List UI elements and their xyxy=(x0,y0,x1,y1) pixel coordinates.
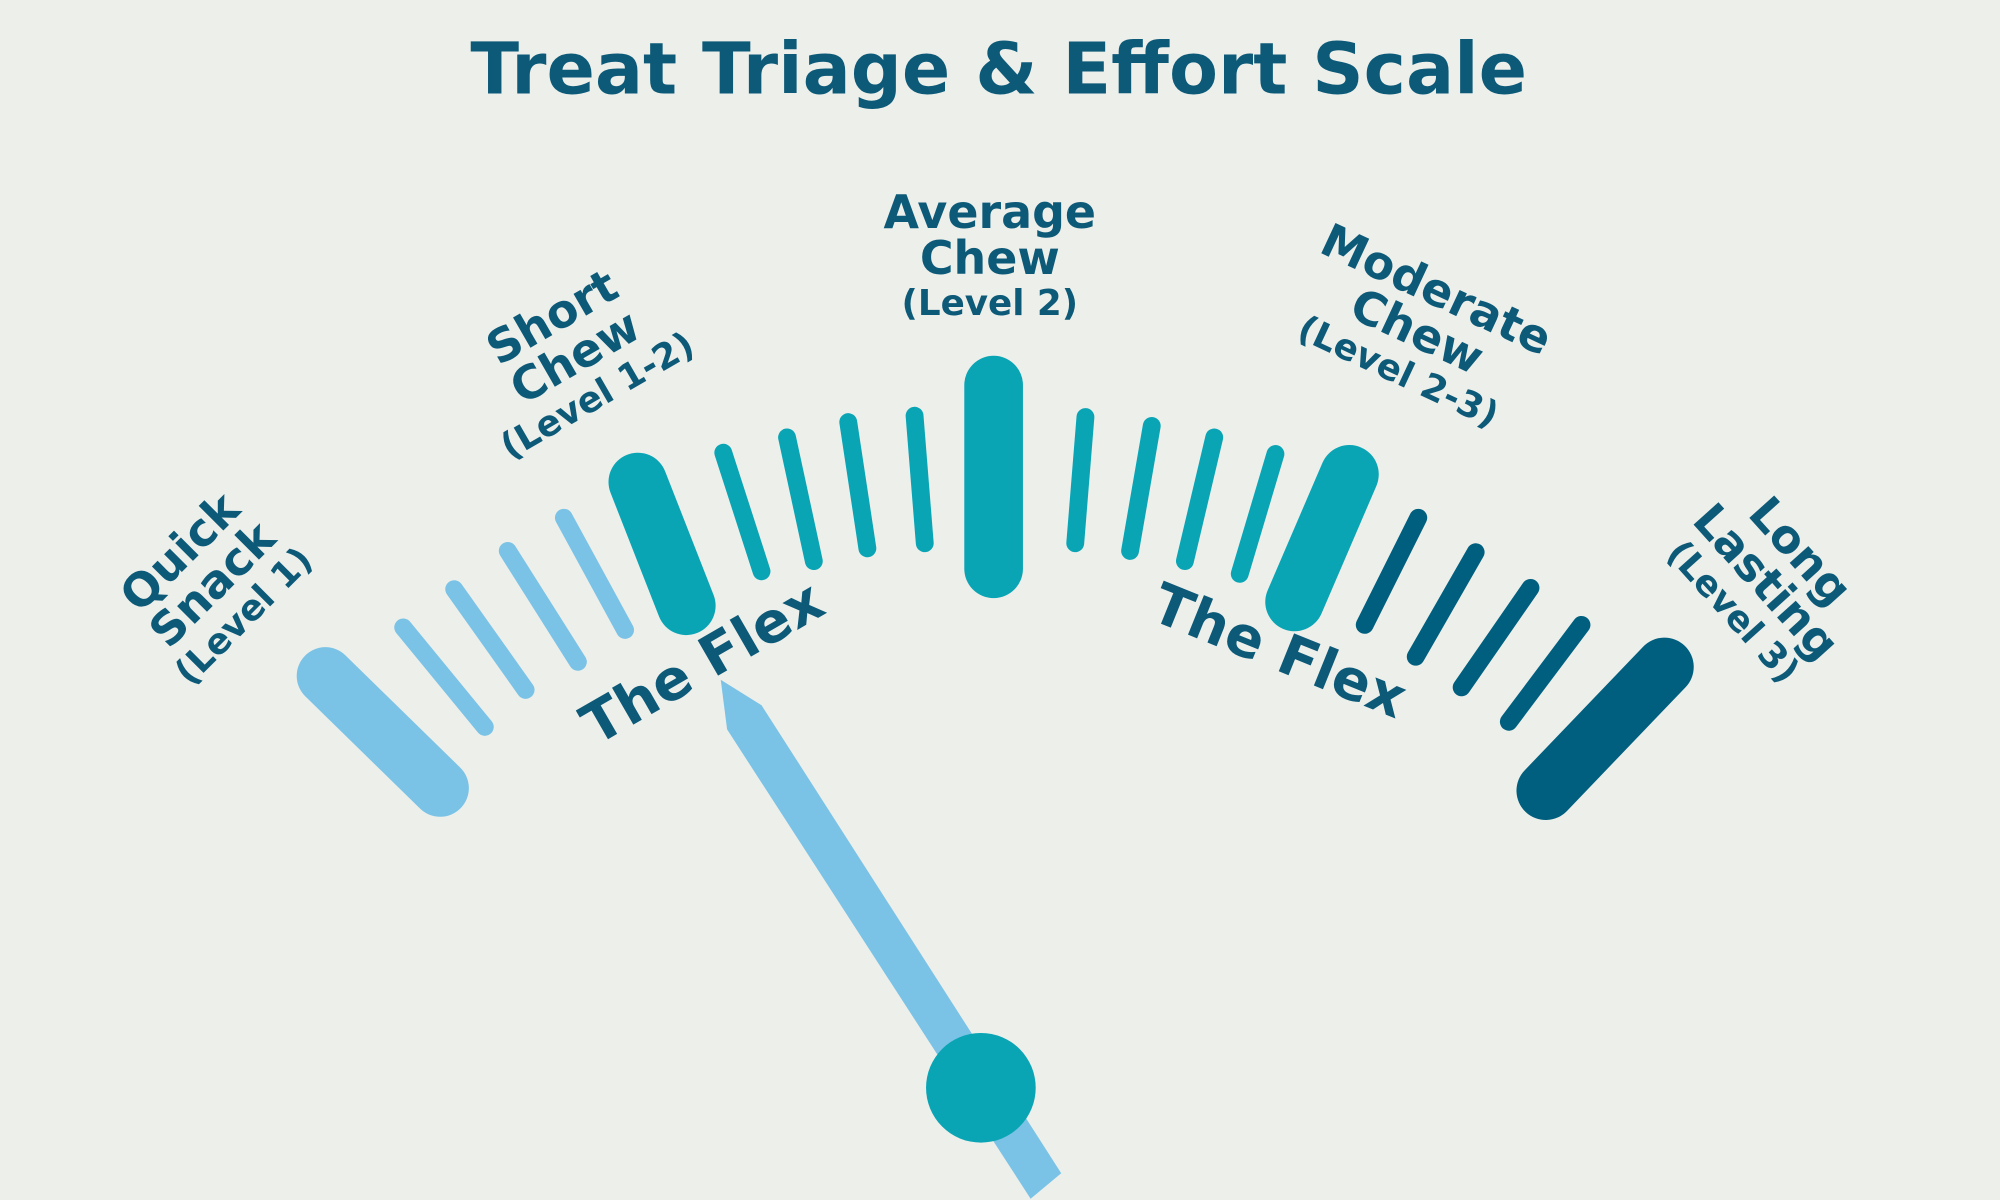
minor-tick xyxy=(778,428,823,571)
needle-pivot xyxy=(926,1032,1036,1143)
minor-tick xyxy=(498,541,587,671)
minor-tick xyxy=(1406,543,1485,666)
minor-tick xyxy=(714,443,771,581)
minor-tick xyxy=(905,406,934,553)
gauge-ticks xyxy=(296,355,1694,820)
minor-tick xyxy=(1121,417,1161,560)
minor-tick xyxy=(839,413,877,558)
minor-tick xyxy=(554,508,635,639)
minor-tick xyxy=(1452,578,1540,697)
minor-tick xyxy=(1175,428,1224,571)
minor-tick xyxy=(394,618,494,736)
minor-tick xyxy=(445,580,535,699)
major-tick xyxy=(296,647,469,817)
minor-tick xyxy=(1066,408,1095,553)
major-tick xyxy=(1516,637,1694,820)
major-tick xyxy=(608,452,716,636)
minor-tick xyxy=(1230,445,1285,583)
zone-name: Chew xyxy=(920,231,1060,285)
major-tick xyxy=(1265,445,1379,632)
title: Treat Triage & Effort Scale xyxy=(470,27,1527,110)
minor-tick xyxy=(1499,615,1591,731)
zone-name: Average xyxy=(884,185,1097,239)
minor-tick xyxy=(1355,508,1428,634)
zone-level: (Level 2) xyxy=(902,283,1079,324)
